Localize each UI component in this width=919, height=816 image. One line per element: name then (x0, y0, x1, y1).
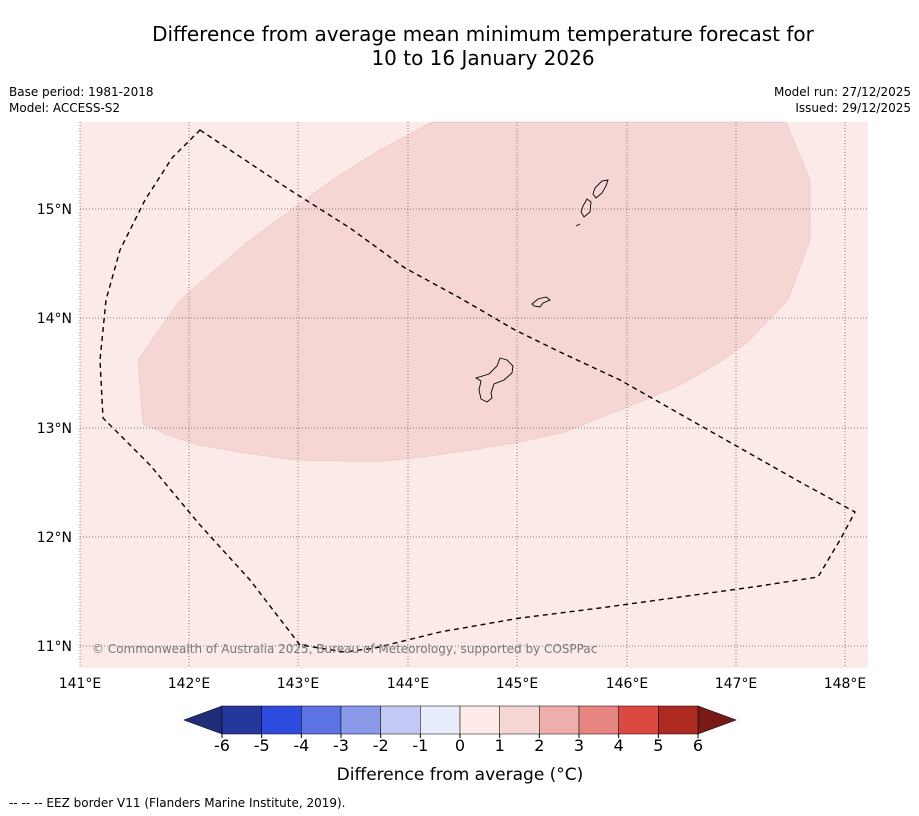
lat-tick-12n: 12°N (37, 530, 72, 546)
meta-right: Model run: 27/12/2025 Issued: 29/12/2025 (774, 84, 911, 116)
colorbar-tick-label: 3 (574, 736, 584, 755)
map-title: Difference from average mean minimum tem… (0, 22, 919, 70)
lon-tick-146e: 146°E (606, 676, 649, 692)
colorbar-tick-label: 6 (693, 736, 703, 755)
model-name: Model: ACCESS-S2 (9, 101, 121, 115)
copyright-notice: © Commonwealth of Australia 2025, Bureau… (92, 642, 597, 656)
gridlines (79, 122, 868, 668)
island-guam (474, 357, 514, 403)
colorbar-tick-label: 1 (495, 736, 505, 755)
lon-ticks: 141°E 142°E 143°E 144°E 145°E 146°E 147°… (59, 676, 867, 692)
colorbar-under-arrow (183, 705, 223, 735)
anomaly-region-0-to-1 (137, 121, 811, 462)
colorbar-segment (578, 705, 619, 735)
lon-tick-147e: 147°E (715, 676, 758, 692)
title-line-2: 10 to 16 January 2026 (371, 46, 595, 70)
colorbar-segment (221, 705, 262, 735)
island-saipan (592, 179, 609, 199)
lon-tick-142e: 142°E (168, 676, 211, 692)
lat-tick-13n: 13°N (37, 421, 72, 437)
islands (474, 179, 609, 403)
colorbar-segment (618, 705, 659, 735)
model-run: Model run: 27/12/2025 (773, 85, 911, 99)
lat-tick-14n: 14°N (37, 311, 72, 327)
colorbar-segment (340, 705, 381, 735)
eez-legend-note: -- -- -- EEZ border V11 (Flanders Marine… (9, 796, 346, 810)
title-line-1: Difference from average mean minimum tem… (152, 22, 814, 46)
colorbar-segment (261, 705, 302, 735)
issued-date: Issued: 29/12/2025 (795, 101, 911, 115)
lat-tick-11n: 11°N (37, 639, 72, 655)
colorbar-over-arrow (697, 705, 737, 735)
island-tinian (580, 198, 592, 218)
meta-left: Base period: 1981-2018 Model: ACCESS-S2 (9, 84, 154, 116)
colorbar-ticks: -6 -5 -4 -3 -2 -1 0 1 2 3 4 5 6 (214, 734, 703, 755)
colorbar-tick-label: -1 (412, 736, 428, 755)
colorbar-segment (539, 705, 580, 735)
eez-border (99, 129, 856, 653)
colorbar-tick-label: -4 (293, 736, 309, 755)
island-rota (531, 296, 551, 308)
lon-tick-141e: 141°E (59, 676, 102, 692)
colorbar-segment (380, 705, 421, 735)
colorbar-segment (459, 705, 500, 735)
colorbar-tick-label: 0 (455, 736, 465, 755)
lat-ticks: 15°N 14°N 13°N 12°N 11°N (37, 202, 72, 655)
base-period: Base period: 1981-2018 (9, 85, 154, 99)
colorbar-tick-label: 2 (534, 736, 544, 755)
lon-tick-143e: 143°E (277, 676, 320, 692)
colorbar-tick-label: -3 (333, 736, 349, 755)
colorbar-segment (301, 705, 342, 735)
colorbar-segments (221, 705, 699, 735)
colorbar-segment (420, 705, 461, 735)
lon-tick-145e: 145°E (496, 676, 539, 692)
lon-tick-148e: 148°E (824, 676, 867, 692)
colorbar-tick-label: 5 (653, 736, 663, 755)
colorbar-title: Difference from average (°C) (337, 765, 584, 785)
colorbar-tick-label: -6 (214, 736, 230, 755)
island-aguijan (575, 223, 581, 227)
lat-tick-15n: 15°N (37, 202, 72, 218)
lon-tick-144e: 144°E (387, 676, 430, 692)
colorbar-segment (499, 705, 540, 735)
map-panel: © Commonwealth of Australia 2025, Bureau… (79, 121, 868, 668)
colorbar-segment (658, 705, 699, 735)
colorbar-tick-label: -2 (373, 736, 389, 755)
colorbar-tick-label: 4 (614, 736, 624, 755)
colorbar-tick-label: -5 (254, 736, 270, 755)
colorbar: -6 -5 -4 -3 -2 -1 0 1 2 3 4 5 6 Difference from aver… (183, 705, 737, 785)
